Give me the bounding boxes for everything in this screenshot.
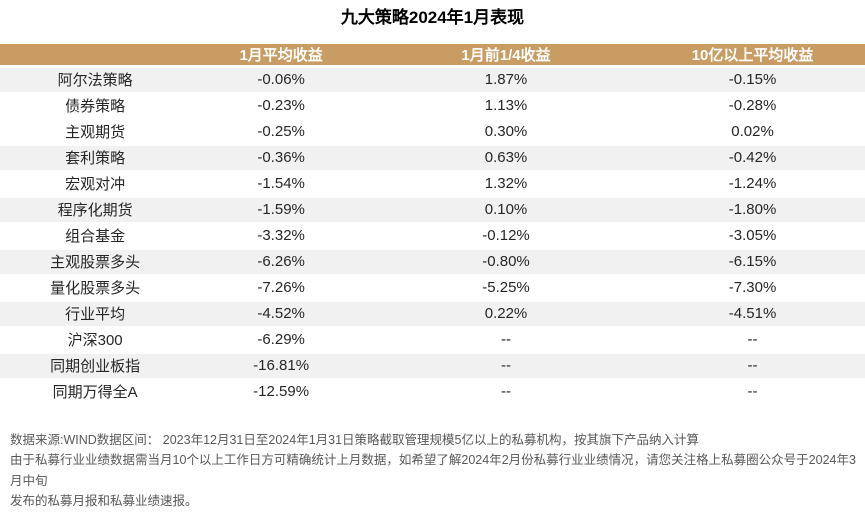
value-cell: 0.02% xyxy=(640,118,865,146)
strategy-name-cell: 宏观对冲 xyxy=(0,170,191,198)
table-row: 套利策略 -0.36% 0.63% -0.42% xyxy=(0,144,865,172)
table-row: 组合基金 -3.32% -0.12% -3.05% xyxy=(0,222,865,250)
value-cell: -6.29% xyxy=(190,326,372,354)
strategy-name-cell: 程序化期货 xyxy=(0,196,191,224)
strategy-name-cell: 阿尔法策略 xyxy=(0,66,191,94)
value-cell: -0.28% xyxy=(640,92,865,120)
value-cell: -5.25% xyxy=(371,274,641,302)
column-header-month-avg-return: 1月平均收益 xyxy=(190,44,372,68)
value-cell: -- xyxy=(371,378,641,406)
table-row: 沪深300 -6.29% -- -- xyxy=(0,326,865,354)
column-header-strategy xyxy=(0,44,191,68)
value-cell: -12.59% xyxy=(190,378,372,406)
strategy-name-cell: 主观期货 xyxy=(0,118,191,146)
value-cell: 0.10% xyxy=(371,196,641,224)
value-cell: -0.12% xyxy=(371,222,641,250)
strategy-name-cell: 行业平均 xyxy=(0,300,191,328)
value-cell: 0.30% xyxy=(371,118,641,146)
page-title: 九大策略2024年1月表现 xyxy=(340,8,525,27)
footnote-line: 由于私募行业业绩数据需当月10个以上工作日方可精确统计上月数据，如希望了解202… xyxy=(10,453,856,488)
value-cell: -- xyxy=(371,326,641,354)
table-row: 主观股票多头 -6.26% -0.80% -6.15% xyxy=(0,248,865,276)
value-cell: -3.32% xyxy=(190,222,372,250)
header-row: 1月平均收益 1月前1/4收益 10亿以上平均收益 xyxy=(0,44,865,68)
value-cell: -- xyxy=(640,378,865,406)
table-row: 主观期货 -0.25% 0.30% 0.02% xyxy=(0,118,865,146)
value-cell: -- xyxy=(371,352,641,380)
value-cell: -- xyxy=(640,352,865,380)
strategy-name-cell: 主观股票多头 xyxy=(0,248,191,276)
value-cell: -6.26% xyxy=(190,248,372,276)
footnote-line: 发布的私募月报和私募业绩速报。 xyxy=(10,494,198,508)
value-cell: -0.23% xyxy=(190,92,372,120)
value-cell: -0.42% xyxy=(640,144,865,172)
table-row: 行业平均 -4.52% 0.22% -4.51% xyxy=(0,300,865,328)
table-body: 阿尔法策略 -0.06% 1.87% -0.15% 债券策略 -0.23% 1.13% -0.… xyxy=(0,66,865,406)
value-cell: -1.54% xyxy=(190,170,372,198)
value-cell: -4.52% xyxy=(190,300,372,328)
performance-table: 1月平均收益 1月前1/4收益 10亿以上平均收益 阿尔法策略 -0.06% 1.8… xyxy=(0,44,865,406)
footnotes: 数据来源:WIND数据区间： 2023年12月31日至2024年1月31日策略截… xyxy=(10,430,865,512)
table-row: 阿尔法策略 -0.06% 1.87% -0.15% xyxy=(0,66,865,94)
table-row: 同期万得全A -12.59% -- -- xyxy=(0,378,865,406)
value-cell: -7.26% xyxy=(190,274,372,302)
column-header-over-1b-avg-return: 10亿以上平均收益 xyxy=(640,44,865,68)
value-cell: -4.51% xyxy=(640,300,865,328)
value-cell: 1.87% xyxy=(371,66,641,94)
value-cell: -0.25% xyxy=(190,118,372,146)
strategy-name-cell: 同期创业板指 xyxy=(0,352,191,380)
value-cell: -1.59% xyxy=(190,196,372,224)
strategy-name-cell: 量化股票多头 xyxy=(0,274,191,302)
value-cell: -0.06% xyxy=(190,66,372,94)
value-cell: -- xyxy=(640,326,865,354)
footnote-line: 数据来源:WIND数据区间： 2023年12月31日至2024年1月31日策略截… xyxy=(10,432,700,447)
value-cell: 0.22% xyxy=(371,300,641,328)
strategy-name-cell: 沪深300 xyxy=(0,326,191,354)
value-cell: -0.80% xyxy=(371,248,641,276)
table-row: 程序化期货 -1.59% 0.10% -1.80% xyxy=(0,196,865,224)
strategy-name-cell: 组合基金 xyxy=(0,222,191,250)
value-cell: -6.15% xyxy=(640,248,865,276)
value-cell: -7.30% xyxy=(640,274,865,302)
table-row: 量化股票多头 -7.26% -5.25% -7.30% xyxy=(0,274,865,302)
strategy-name-cell: 债券策略 xyxy=(0,92,191,120)
value-cell: 0.63% xyxy=(371,144,641,172)
value-cell: -3.05% xyxy=(640,222,865,250)
value-cell: -1.80% xyxy=(640,196,865,224)
table-row: 宏观对冲 -1.54% 1.32% -1.24% xyxy=(0,170,865,198)
value-cell: -0.15% xyxy=(640,66,865,94)
strategy-name-cell: 同期万得全A xyxy=(0,378,191,406)
strategy-name-cell: 套利策略 xyxy=(0,144,191,172)
value-cell: -16.81% xyxy=(190,352,372,380)
value-cell: 1.32% xyxy=(371,170,641,198)
column-header-top-quartile-return: 1月前1/4收益 xyxy=(371,44,641,68)
table-row: 债券策略 -0.23% 1.13% -0.28% xyxy=(0,92,865,120)
value-cell: 1.13% xyxy=(371,92,641,120)
table-row: 同期创业板指 -16.81% -- -- xyxy=(0,352,865,380)
value-cell: -1.24% xyxy=(640,170,865,198)
value-cell: -0.36% xyxy=(190,144,372,172)
